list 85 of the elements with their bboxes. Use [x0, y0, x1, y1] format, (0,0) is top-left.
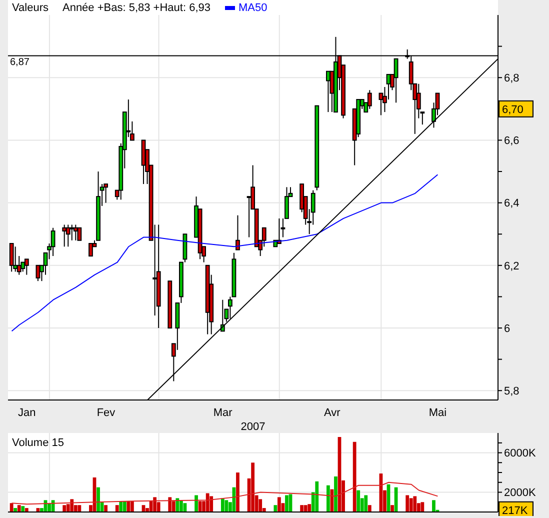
bar — [274, 505, 278, 512]
bar — [210, 496, 214, 512]
bar — [119, 501, 123, 512]
bar — [413, 496, 417, 512]
candlestick — [13, 246, 18, 272]
x-tick-label: Avr — [324, 406, 341, 419]
x-axis-title: 2007 — [240, 421, 266, 433]
y-tick-label: 6,8 — [504, 72, 520, 85]
bar — [14, 508, 18, 512]
bar — [172, 501, 176, 512]
annotation: 217K — [502, 504, 528, 517]
bar — [104, 505, 108, 512]
bar — [78, 505, 82, 512]
candlestick — [77, 227, 82, 241]
y-tick-label: 6,6 — [504, 135, 520, 148]
bar — [409, 498, 413, 512]
bar — [278, 497, 281, 512]
x-tick-label: Mai — [428, 406, 447, 419]
x-tick-label: Mar — [213, 406, 233, 419]
candlestick — [236, 214, 240, 250]
bar — [326, 485, 330, 512]
candlestick — [104, 184, 108, 204]
candlestick — [9, 242, 14, 272]
candlestick — [24, 258, 29, 276]
bar — [285, 495, 288, 512]
bar — [24, 508, 28, 512]
bar — [315, 481, 319, 512]
bar — [62, 505, 66, 512]
text: 6,70 — [502, 104, 524, 116]
bar — [308, 504, 312, 512]
bar — [251, 462, 255, 512]
bar — [126, 501, 130, 512]
y-tick-label: 6,4 — [504, 198, 520, 210]
ref-line-label: 6,87 — [10, 56, 30, 68]
candlestick — [62, 224, 67, 248]
bar — [432, 500, 436, 512]
chart-title: Valeurs — [12, 2, 48, 14]
bar — [258, 499, 262, 512]
bar — [304, 505, 308, 512]
y-tick-label: 2000K — [504, 487, 536, 500]
bar — [194, 495, 198, 512]
bar — [206, 493, 210, 512]
candlestick — [50, 227, 56, 257]
y-tick-label: 6,2 — [504, 260, 520, 272]
bar — [21, 506, 25, 512]
candlestick — [66, 224, 70, 248]
bar — [96, 487, 100, 512]
bar — [180, 500, 183, 512]
bar — [356, 490, 360, 512]
bar — [122, 501, 126, 512]
line-series — [11, 482, 438, 505]
candlestick — [382, 86, 387, 113]
line-series — [11, 174, 438, 332]
bar — [352, 442, 356, 512]
bar — [334, 476, 338, 512]
bar — [236, 472, 240, 512]
x-tick-label: Jan — [18, 406, 36, 419]
y-tick-label: 5,8 — [504, 386, 520, 398]
bar — [70, 499, 74, 512]
bar — [224, 500, 228, 512]
legend-label: MA50 — [238, 2, 268, 14]
candlestick — [262, 227, 266, 248]
bar — [153, 497, 157, 512]
bar — [220, 498, 224, 512]
bar — [368, 505, 372, 512]
bar — [17, 505, 21, 512]
bar — [364, 495, 368, 512]
bar — [300, 505, 304, 512]
bar — [176, 498, 180, 512]
bar — [390, 505, 394, 512]
text: Année +Bas: 5,83 +Haut: 6,93 — [62, 2, 210, 14]
candlestick — [70, 224, 74, 241]
bar — [168, 497, 172, 512]
candlestick — [394, 58, 398, 104]
y-tick-label: 6000K — [504, 448, 536, 460]
bar — [406, 495, 410, 512]
bar — [10, 503, 14, 512]
candlestick — [367, 90, 372, 110]
y-tick-label: 6 — [504, 322, 510, 335]
bar — [130, 501, 134, 512]
candlestick — [88, 242, 93, 257]
x-tick-label: Fev — [96, 406, 116, 419]
chart-title: Volume 15 — [12, 437, 64, 449]
bar — [420, 502, 424, 512]
bar — [115, 505, 119, 512]
